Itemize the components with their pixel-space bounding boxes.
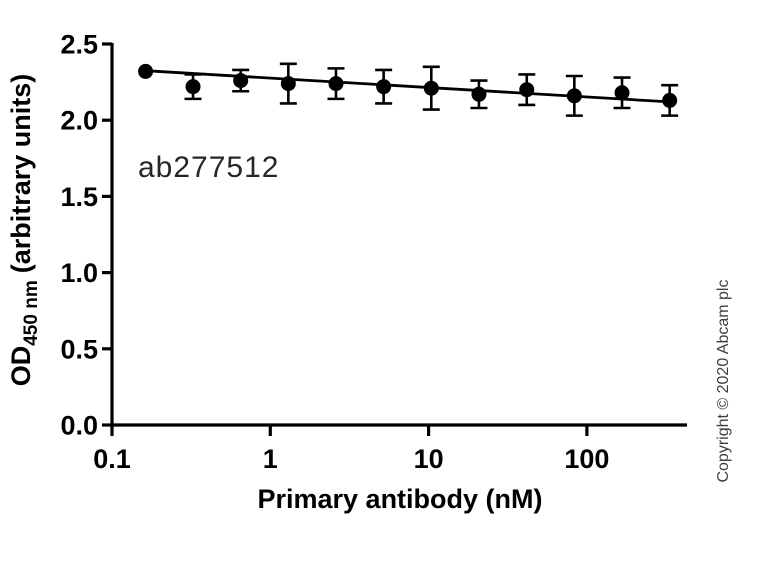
data-point xyxy=(280,76,296,92)
y-tick-label: 1.5 xyxy=(60,182,98,212)
data-point xyxy=(138,63,154,79)
trend-line xyxy=(145,69,670,104)
annotation-label: ab277512 xyxy=(138,151,280,184)
data-point xyxy=(376,79,392,95)
data-point xyxy=(519,82,535,98)
x-tick-label: 1 xyxy=(263,444,278,474)
x-tick-label: 10 xyxy=(414,444,444,474)
y-tick-label: 0.0 xyxy=(60,411,98,441)
y-axis-title: OD450 nm (arbitrary units) xyxy=(6,74,42,387)
data-point xyxy=(471,86,487,102)
data-point xyxy=(614,85,630,101)
y-axis-title-units: (arbitrary units) xyxy=(6,74,36,274)
data-point xyxy=(185,79,201,95)
data-point xyxy=(566,88,582,104)
plot-series xyxy=(138,62,679,117)
y-tick-label: 1.0 xyxy=(60,258,98,288)
data-point xyxy=(423,80,439,96)
x-tick-label: 0.1 xyxy=(93,444,131,474)
data-point xyxy=(328,76,344,92)
y-axis-title-subscript: 450 nm xyxy=(21,280,42,345)
axes: 0.0 0.5 1.0 1.5 2.0 2.5 0.1 1 10 100 xyxy=(60,30,687,474)
x-tick-label: 100 xyxy=(564,444,609,474)
y-tick-label: 2.0 xyxy=(60,106,98,136)
y-tick-label: 2.5 xyxy=(60,30,98,60)
x-axis-title: Primary antibody (nM) xyxy=(257,484,542,514)
y-tick-label: 0.5 xyxy=(60,334,98,364)
y-axis-title-main: OD xyxy=(6,346,36,387)
data-point xyxy=(233,73,249,89)
data-point xyxy=(662,92,678,108)
copyright-text: Copyright © 2020 Abcam plc xyxy=(715,279,732,483)
